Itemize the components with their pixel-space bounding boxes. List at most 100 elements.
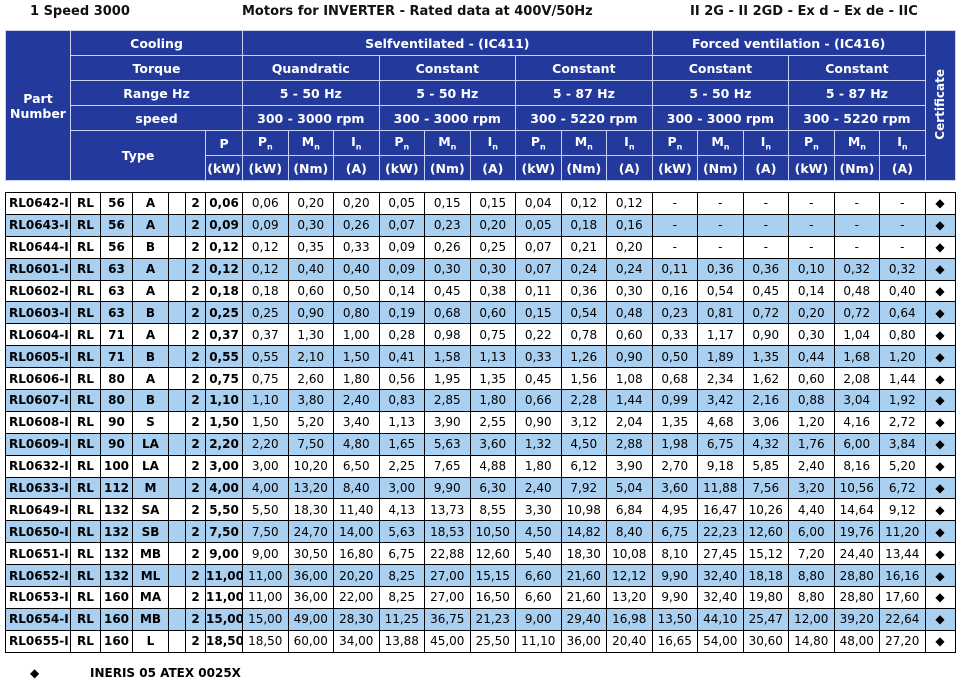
cell: 0,26 bbox=[333, 213, 380, 237]
cell: 0,54 bbox=[697, 279, 744, 303]
cell: 0,64 bbox=[879, 301, 926, 325]
cell: 0,06 bbox=[205, 192, 243, 215]
cell: 3,06 bbox=[742, 410, 789, 434]
cell: 63 bbox=[100, 257, 133, 281]
cell: 0,40 bbox=[287, 257, 334, 281]
cell: 13,44 bbox=[879, 542, 926, 566]
cell: 0,80 bbox=[333, 301, 380, 325]
cell: 24,70 bbox=[287, 520, 334, 544]
cell: - bbox=[833, 213, 880, 237]
range-header: 5 - 50 Hz bbox=[378, 80, 517, 106]
cell: RL bbox=[70, 454, 101, 478]
row: RL0650-I RL 132 SB 2 7,50 7,50 24,70 14,00 5,63 18… bbox=[5, 520, 956, 544]
part-number: RL0633-I bbox=[5, 476, 71, 500]
cell: 9,12 bbox=[879, 498, 926, 522]
row-label: speed bbox=[69, 105, 244, 131]
certificate-mark: ◆ bbox=[924, 235, 956, 259]
cell: 3,30 bbox=[515, 498, 562, 522]
cell: 0,28 bbox=[378, 323, 425, 347]
cell: 1,30 bbox=[287, 323, 334, 347]
cell: 0,18 bbox=[205, 279, 243, 303]
cell: 36,00 bbox=[287, 586, 334, 609]
cell: 1,44 bbox=[606, 389, 653, 412]
cell: 71 bbox=[100, 345, 133, 369]
cell: 11,88 bbox=[697, 476, 744, 500]
cell: M bbox=[132, 476, 169, 500]
cell: 14,80 bbox=[788, 629, 835, 653]
cell: LA bbox=[132, 432, 169, 456]
cell: 0,12 bbox=[205, 257, 243, 281]
cell: 0,09 bbox=[205, 213, 243, 237]
symbol: P bbox=[257, 134, 268, 150]
cell: 3,20 bbox=[788, 476, 835, 500]
cell: 2,08 bbox=[833, 367, 880, 391]
cell: 11,25 bbox=[378, 607, 425, 631]
certificate-mark: ◆ bbox=[924, 213, 956, 237]
cell: 3,12 bbox=[560, 410, 607, 434]
cell: - bbox=[651, 235, 698, 259]
cell: 0,25 bbox=[242, 301, 289, 325]
cell: 1,92 bbox=[879, 389, 926, 412]
cell: 0,09 bbox=[378, 235, 425, 259]
subscript: n bbox=[450, 142, 457, 152]
cell: 2 bbox=[185, 607, 206, 631]
cell: 0,48 bbox=[606, 301, 653, 325]
cell: 1,98 bbox=[651, 432, 698, 456]
certificate-mark: ◆ bbox=[924, 323, 956, 347]
symbol: P bbox=[667, 134, 677, 150]
cell: 0,07 bbox=[378, 213, 425, 237]
cell: 9,90 bbox=[424, 476, 471, 500]
cell: 13,73 bbox=[424, 498, 471, 522]
cell: 0,90 bbox=[742, 323, 789, 347]
cell: 0,80 bbox=[879, 323, 926, 347]
cell: 0,12 bbox=[560, 192, 607, 215]
part-number: RL0643-I bbox=[5, 213, 71, 237]
cell: 0,12 bbox=[242, 235, 289, 259]
cell: 0,16 bbox=[606, 213, 653, 237]
cell: 0,98 bbox=[424, 323, 471, 347]
cell: 90 bbox=[100, 410, 133, 434]
spacer bbox=[168, 301, 186, 325]
torque-header: Constant bbox=[651, 55, 790, 81]
cell: - bbox=[879, 192, 926, 215]
cell: 1,00 bbox=[333, 323, 380, 347]
cell: 29,40 bbox=[560, 607, 607, 631]
cell: 2,55 bbox=[469, 410, 516, 434]
row: (kW) (kW) (Nm) (A) (kW) (Nm) (A) (kW) (Nm) (A) (kW… bbox=[6, 155, 956, 181]
row-label: Range Hz bbox=[69, 80, 244, 106]
cell: 63 bbox=[100, 279, 133, 303]
cell: 2,16 bbox=[742, 389, 789, 412]
cell: 10,08 bbox=[606, 542, 653, 566]
cell: 0,60 bbox=[606, 323, 653, 347]
cell: 2 bbox=[185, 235, 206, 259]
cell: 16,47 bbox=[697, 498, 744, 522]
cell: 2 bbox=[185, 213, 206, 237]
cell: 30,50 bbox=[287, 542, 334, 566]
part-number: RL0605-I bbox=[5, 345, 71, 369]
symbol: I bbox=[487, 134, 493, 150]
cell: RL bbox=[70, 542, 101, 566]
row: RL0643-I RL 56 A 2 0,09 0,09 0,30 0,26 0,07 0,23 0,… bbox=[5, 213, 956, 237]
cell: 0,88 bbox=[788, 389, 835, 412]
cell: 0,45 bbox=[424, 279, 471, 303]
unit-header: (A) bbox=[742, 155, 790, 181]
subscript: n bbox=[676, 142, 683, 152]
cell: 2,20 bbox=[242, 432, 289, 456]
cell: - bbox=[651, 213, 698, 237]
cell: MA bbox=[132, 586, 169, 609]
cell: 4,13 bbox=[378, 498, 425, 522]
cell: 4,00 bbox=[205, 476, 243, 500]
cell: A bbox=[132, 279, 169, 303]
speed-header: 300 - 5220 rpm bbox=[515, 105, 653, 131]
unit-header: (Nm) bbox=[424, 155, 471, 181]
row: RL0655-I RL 160 L 2 18,50 18,50 60,00 34,00 13,88… bbox=[5, 629, 956, 653]
speed-header: 300 - 5220 rpm bbox=[788, 105, 926, 131]
cell: - bbox=[879, 213, 926, 237]
cell: 2,10 bbox=[287, 345, 334, 369]
part-number: RL0650-I bbox=[5, 520, 71, 544]
cell: 20,20 bbox=[333, 564, 380, 588]
cell: 5,85 bbox=[742, 454, 789, 478]
cell: 1,08 bbox=[606, 367, 653, 391]
unit-header: (Nm) bbox=[833, 155, 881, 181]
spacer bbox=[168, 498, 186, 522]
